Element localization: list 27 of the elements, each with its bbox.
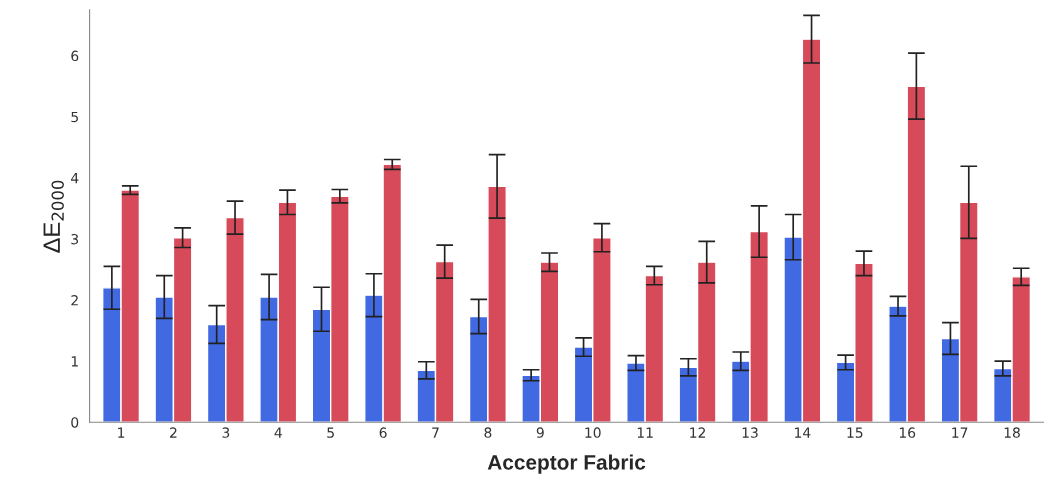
x-tick-label: 6 xyxy=(379,427,387,438)
x-tick-label: 9 xyxy=(536,427,544,438)
y-tick-label: 6 xyxy=(71,50,79,62)
x-tick-label: 2 xyxy=(170,427,177,438)
y-axis-title: ΔE$_{2000}$ xyxy=(43,180,64,253)
y-tick-label: 5 xyxy=(71,111,78,123)
x-tick-label: 13 xyxy=(742,427,758,438)
x-axis-title: Acceptor Fabric xyxy=(487,454,646,474)
x-tick-label: 7 xyxy=(432,427,439,438)
x-tick-label: 14 xyxy=(795,427,811,438)
x-tick-label: 1 xyxy=(118,427,125,438)
y-tick-label: 0 xyxy=(71,417,79,428)
x-tick-label: 10 xyxy=(585,427,601,438)
x-tick-label: 3 xyxy=(222,427,230,438)
x-tick-label: 15 xyxy=(847,427,863,438)
x-tick-label: 8 xyxy=(484,427,492,438)
x-tick-label: 18 xyxy=(1004,427,1020,438)
x-tick-label: 4 xyxy=(274,427,282,438)
x-tick-label: 5 xyxy=(327,427,334,438)
x-tick-label: 16 xyxy=(899,427,916,438)
x-tick-label: 11 xyxy=(637,427,653,438)
x-tick-label: 17 xyxy=(952,427,968,438)
x-tick-label: 12 xyxy=(690,427,705,438)
y-tick-label: 1 xyxy=(71,356,78,367)
y-tick-label: 2 xyxy=(71,295,78,306)
y-tick-label: 4 xyxy=(71,173,79,184)
y-tick-label: 3 xyxy=(71,233,79,245)
